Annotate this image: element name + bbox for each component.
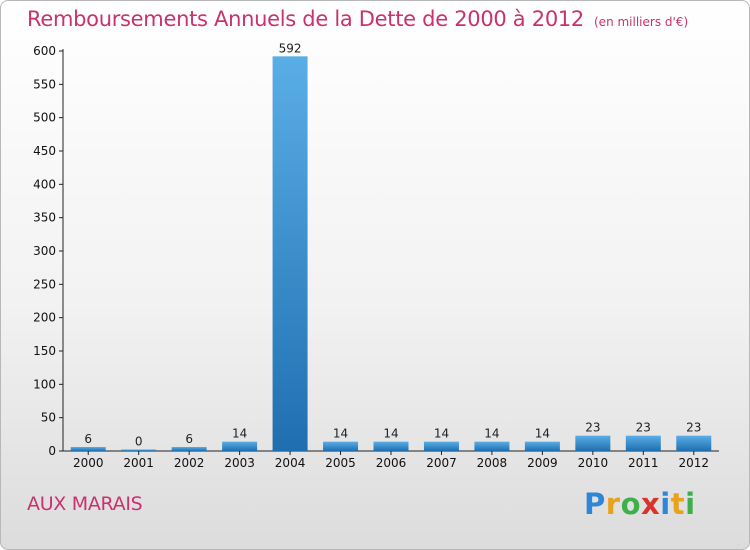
x-tick-label: 2008 xyxy=(477,456,508,470)
y-tick-label: 400 xyxy=(33,177,56,191)
logo-letter: i xyxy=(660,487,671,521)
bar-value-label: 23 xyxy=(686,421,701,435)
bar-value-label: 23 xyxy=(585,421,600,435)
x-tick-label: 2000 xyxy=(73,456,104,470)
bar-value-label: 6 xyxy=(84,432,92,446)
proxiti-logo: Proxiti xyxy=(584,487,696,521)
bar-value-label: 14 xyxy=(484,427,499,441)
y-tick-label: 150 xyxy=(33,344,56,358)
x-tick-label: 2001 xyxy=(123,456,154,470)
bars xyxy=(70,56,712,451)
bar xyxy=(625,435,661,451)
bar-value-label: 0 xyxy=(135,435,143,449)
bar-value-label: 14 xyxy=(383,427,398,441)
x-tick-label: 2012 xyxy=(678,456,709,470)
y-tick-label: 600 xyxy=(33,44,56,58)
logo-letter: r xyxy=(605,487,621,521)
bar-value-label: 14 xyxy=(434,427,449,441)
x-tick-label: 2009 xyxy=(527,456,558,470)
y-tick-label: 300 xyxy=(33,244,56,258)
bar-value-label: 23 xyxy=(636,421,651,435)
axes: 0 50 100 150 200 250 300 350 400 450 500 550 600 2000… xyxy=(33,44,719,470)
y-tick-label: 100 xyxy=(33,377,56,391)
bar xyxy=(474,441,510,451)
x-tick-label: 2006 xyxy=(376,456,407,470)
data-labels: 6 0 6 14 592 14 14 14 14 14 23 23 23 xyxy=(84,41,701,448)
x-tick-label: 2005 xyxy=(325,456,356,470)
place-name: AUX MARAIS xyxy=(27,493,143,515)
bar xyxy=(70,447,106,451)
y-tick-label: 550 xyxy=(33,77,56,91)
bar xyxy=(171,447,207,451)
x-tick-label: 2011 xyxy=(628,456,659,470)
bar xyxy=(272,56,308,451)
y-tick-label: 250 xyxy=(33,277,56,291)
y-tick-label: 50 xyxy=(41,411,56,425)
bar xyxy=(676,435,712,451)
bar xyxy=(524,441,560,451)
x-tick-label: 2007 xyxy=(426,456,457,470)
chart-title-text: Remboursements Annuels de la Dette de 20… xyxy=(27,7,584,31)
logo-letter: x xyxy=(641,487,661,521)
x-tick-label: 2003 xyxy=(224,456,255,470)
logo-letter: t xyxy=(670,487,686,521)
chart-unit: (en milliers d'€) xyxy=(594,15,689,29)
x-tick-label: 2010 xyxy=(578,456,609,470)
logo-letter: P xyxy=(584,487,606,521)
y-tick-label: 500 xyxy=(33,111,56,125)
bar-value-label: 14 xyxy=(232,427,247,441)
logo-letter: i xyxy=(685,487,696,521)
bar-value-label: 592 xyxy=(279,41,302,55)
bar xyxy=(121,449,157,451)
chart-title: Remboursements Annuels de la Dette de 20… xyxy=(27,7,688,31)
x-tick-label: 2004 xyxy=(275,456,306,470)
bar xyxy=(575,435,611,451)
y-tick-label: 200 xyxy=(33,311,56,325)
logo-letter: o xyxy=(620,487,642,521)
bar xyxy=(323,441,359,451)
bar xyxy=(222,441,258,451)
y-tick-label: 450 xyxy=(33,144,56,158)
x-tick-label: 2002 xyxy=(174,456,205,470)
bar xyxy=(423,441,459,451)
bar-value-label: 6 xyxy=(185,432,193,446)
bar xyxy=(373,441,409,451)
bar-value-label: 14 xyxy=(535,427,550,441)
y-tick-label: 0 xyxy=(48,444,56,458)
bar-value-label: 14 xyxy=(333,427,348,441)
y-tick-label: 350 xyxy=(33,211,56,225)
